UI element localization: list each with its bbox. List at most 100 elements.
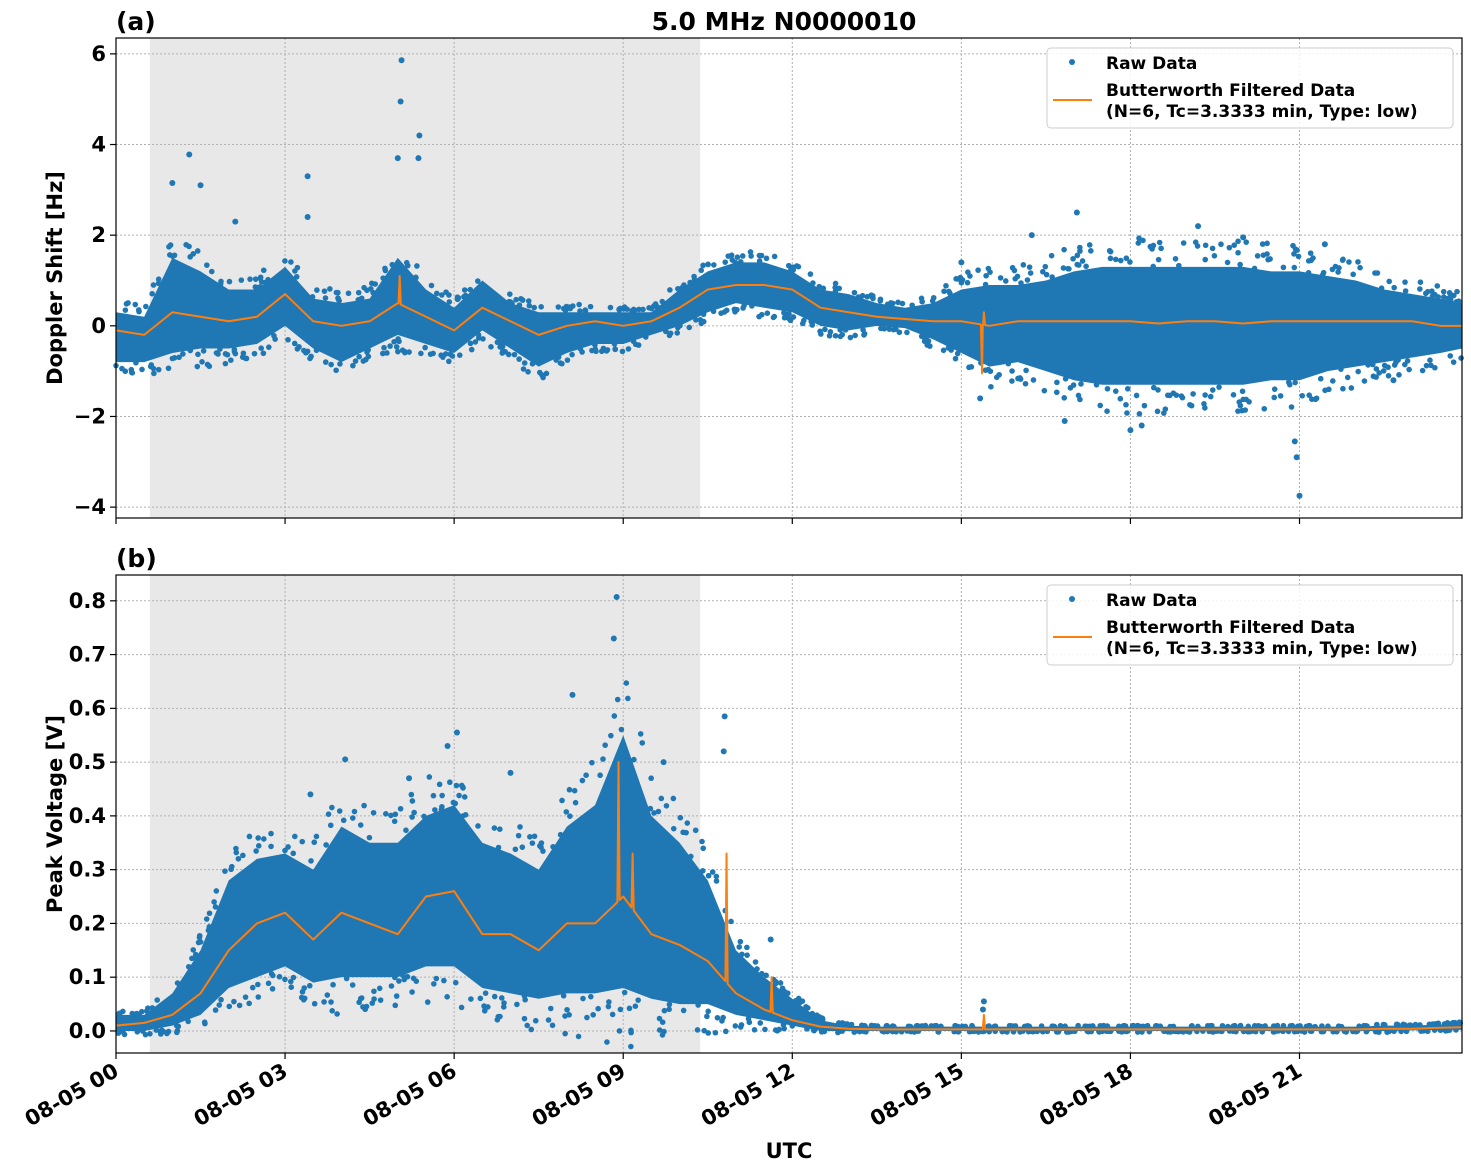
- raw-data-point: [763, 972, 769, 979]
- raw-data-point: [428, 282, 435, 289]
- raw-data-point: [618, 726, 625, 733]
- raw-data-point: [153, 1027, 160, 1033]
- raw-data-point: [453, 729, 460, 736]
- raw-data-point: [393, 993, 400, 999]
- raw-data-point: [1038, 1023, 1045, 1029]
- raw-data-point: [155, 280, 162, 287]
- raw-data-point: [311, 839, 318, 846]
- raw-data-point: [467, 286, 474, 293]
- raw-data-point: [260, 350, 267, 357]
- raw-data-point: [151, 370, 157, 377]
- raw-data-point: [372, 281, 378, 287]
- raw-data-point: [648, 775, 654, 782]
- raw-data-point: [531, 304, 537, 311]
- raw-data-point: [228, 357, 234, 363]
- raw-data-point: [516, 302, 523, 308]
- raw-data-point: [874, 1023, 881, 1029]
- raw-data-point: [975, 267, 981, 273]
- raw-data-point: [1326, 386, 1332, 393]
- raw-data-point: [623, 680, 630, 686]
- raw-data-point: [314, 287, 320, 293]
- raw-data-point: [617, 1006, 624, 1013]
- raw-data-point: [763, 255, 770, 262]
- raw-data-point: [1130, 1022, 1137, 1029]
- raw-data-point: [732, 1023, 739, 1029]
- raw-data-point: [786, 311, 792, 317]
- raw-data-point: [306, 982, 313, 989]
- raw-data-point: [583, 772, 589, 778]
- raw-data-point: [481, 1007, 488, 1014]
- y-tick-label: 0.7: [69, 643, 106, 667]
- raw-data-point: [192, 951, 199, 958]
- raw-data-point: [776, 1026, 782, 1033]
- raw-data-point: [1344, 374, 1351, 381]
- raw-data-point: [1406, 1022, 1413, 1028]
- raw-data-point: [847, 334, 854, 341]
- raw-data-point: [376, 985, 383, 992]
- raw-data-point: [222, 868, 228, 874]
- raw-data-point: [567, 813, 573, 820]
- raw-data-point: [564, 357, 571, 363]
- raw-data-point: [553, 357, 559, 363]
- raw-data-point: [1158, 245, 1164, 252]
- raw-data-point: [647, 805, 654, 812]
- raw-data-point: [395, 348, 401, 355]
- raw-data-point: [1374, 270, 1381, 276]
- raw-data-point: [1308, 257, 1314, 264]
- raw-data-point: [218, 996, 224, 1003]
- raw-data-point: [1264, 251, 1270, 257]
- raw-data-point: [832, 280, 839, 287]
- raw-data-point: [446, 299, 453, 305]
- raw-data-point: [342, 756, 349, 763]
- y-tick-label: 0.2: [69, 911, 106, 935]
- raw-data-point: [174, 980, 181, 986]
- raw-data-point: [377, 997, 384, 1003]
- raw-data-point: [1179, 394, 1186, 401]
- raw-data-point: [652, 301, 659, 307]
- raw-data-point: [1376, 370, 1382, 376]
- y-tick-label: 4: [91, 133, 106, 157]
- raw-data-point: [762, 1026, 768, 1033]
- raw-data-point: [860, 327, 866, 333]
- raw-data-point: [1057, 1023, 1064, 1030]
- raw-data-point: [327, 286, 333, 292]
- raw-data-point: [242, 355, 249, 362]
- legend-raw-marker: [1069, 596, 1075, 602]
- raw-data-point: [454, 296, 461, 303]
- raw-data-point: [613, 594, 620, 601]
- raw-data-point: [1086, 242, 1093, 248]
- raw-data-point: [333, 367, 339, 374]
- raw-data-point: [382, 265, 388, 272]
- raw-data-point: [414, 263, 420, 269]
- x-tick-label: 08-05 21: [1204, 1059, 1306, 1132]
- raw-data-point: [233, 845, 239, 852]
- x-axis-label: UTC: [766, 1139, 813, 1163]
- raw-data-point: [1074, 252, 1081, 259]
- raw-data-point: [495, 844, 502, 851]
- raw-data-point: [1117, 395, 1124, 402]
- raw-data-point: [751, 1027, 758, 1033]
- raw-data-point: [758, 311, 765, 318]
- raw-data-point: [218, 278, 224, 285]
- x-tick-label: 08-05 18: [1035, 1059, 1137, 1132]
- raw-data-point: [777, 980, 784, 986]
- raw-data-point: [1112, 388, 1119, 394]
- raw-data-point: [240, 350, 247, 357]
- raw-data-point: [509, 300, 515, 307]
- raw-data-point: [1167, 1023, 1174, 1030]
- raw-data-point: [1406, 366, 1412, 373]
- raw-data-point: [1452, 1019, 1458, 1026]
- raw-data-point: [660, 759, 667, 766]
- raw-data-point: [721, 713, 728, 720]
- raw-data-point: [632, 1003, 639, 1010]
- raw-data-point: [1225, 1023, 1231, 1030]
- raw-data-point: [515, 832, 522, 839]
- raw-data-point: [933, 1023, 940, 1030]
- raw-data-point: [154, 997, 161, 1003]
- raw-data-point: [836, 285, 842, 292]
- raw-data-point: [349, 982, 356, 988]
- raw-data-point: [1009, 264, 1016, 271]
- raw-data-point: [670, 825, 677, 832]
- raw-data-point: [1136, 411, 1143, 417]
